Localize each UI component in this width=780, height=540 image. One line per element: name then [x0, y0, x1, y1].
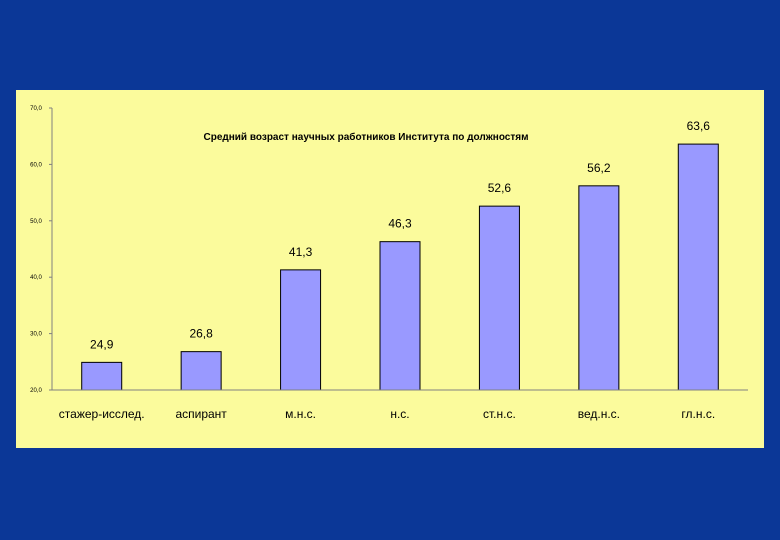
- category-label: вед.н.с.: [578, 407, 620, 421]
- category-label: н.с.: [390, 407, 409, 421]
- y-tick-label: 60,0: [30, 162, 42, 168]
- category-label: ст.н.с.: [483, 407, 516, 421]
- chart-panel: Средний возраст научных работников Инсти…: [16, 90, 764, 448]
- y-tick-label: 20,0: [30, 388, 42, 394]
- data-label: 63,6: [687, 119, 711, 133]
- data-label: 56,2: [587, 161, 611, 175]
- chart-title: Средний возраст научных работников Инсти…: [204, 131, 529, 143]
- y-tick-label: 40,0: [30, 275, 42, 281]
- bar: [81, 361, 123, 391]
- value-labels: 24,9 26,8 41,3 46,3 52,6 56,2 63,6: [90, 119, 710, 351]
- category-label: стажер-исслед.: [59, 407, 145, 421]
- bar: [578, 185, 620, 391]
- bar: [280, 269, 322, 391]
- bar: [379, 241, 421, 391]
- bar-chart: Средний возраст научных работников Инсти…: [30, 106, 748, 421]
- data-label: 26,8: [189, 327, 213, 341]
- category-label: гл.н.с.: [681, 407, 715, 421]
- category-label: м.н.с.: [285, 407, 316, 421]
- category-labels: стажер-исслед. аспирант м.н.с. н.с. ст.н.с. в…: [59, 407, 715, 421]
- y-axis-ticks: 20,0 30,0 40,0 50,0 60,0 70,0: [30, 106, 52, 394]
- data-label: 24,9: [90, 337, 114, 351]
- y-tick-label: 70,0: [30, 106, 42, 112]
- bars: [81, 143, 719, 391]
- data-label: 46,3: [388, 217, 412, 231]
- bar: [677, 143, 719, 391]
- y-tick-label: 50,0: [30, 219, 42, 225]
- bar: [478, 205, 520, 391]
- data-label: 41,3: [289, 245, 313, 259]
- bar: [180, 351, 222, 391]
- data-label: 52,6: [488, 181, 512, 195]
- category-label: аспирант: [175, 407, 227, 421]
- y-tick-label: 30,0: [30, 332, 42, 338]
